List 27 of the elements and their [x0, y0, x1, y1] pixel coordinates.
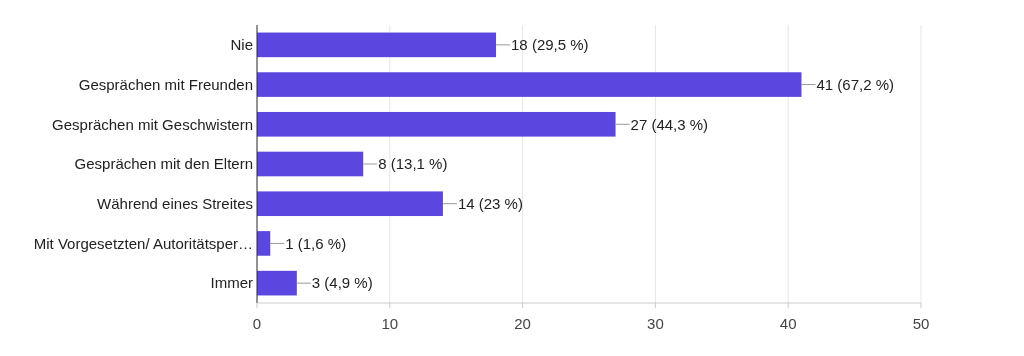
bar: [257, 32, 497, 58]
y-tick-label: Nie: [230, 36, 253, 54]
data-label: 27 (44,3 %): [630, 115, 709, 133]
bar: [257, 72, 802, 97]
x-tick-label: 20: [514, 315, 531, 332]
data-label: 1 (1,6 %): [285, 234, 347, 252]
y-tick-label: Immer: [210, 274, 253, 292]
data-label: 3 (4,9 %): [311, 274, 373, 292]
x-tick-label: 0: [252, 315, 262, 332]
y-tick-label: Während eines Streites: [97, 194, 253, 212]
x-tick-label: 40: [779, 315, 797, 332]
data-label: 41 (67,2 %): [816, 75, 895, 93]
x-tick-label: 10: [381, 315, 399, 332]
bar: [257, 151, 364, 177]
x-tick-label: 30: [647, 315, 664, 332]
y-tick-label: Mit Vorgesetzten/ Autoritätsper…: [33, 234, 253, 252]
data-label: 18 (29,5 %): [511, 36, 589, 54]
y-tick-label: Gesprächen mit Geschwistern: [52, 115, 253, 133]
bar: [257, 270, 297, 296]
bar: [257, 231, 271, 256]
data-label: 8 (13,1 %): [378, 155, 448, 173]
x-tick-label: 50: [912, 315, 930, 332]
y-tick-label: Gesprächen mit Freunden: [78, 75, 253, 93]
bar: [257, 191, 443, 217]
y-tick-label: Gesprächen mit den Eltern: [74, 155, 253, 173]
bar: [257, 111, 616, 137]
data-label: 14 (23 %): [457, 194, 523, 212]
